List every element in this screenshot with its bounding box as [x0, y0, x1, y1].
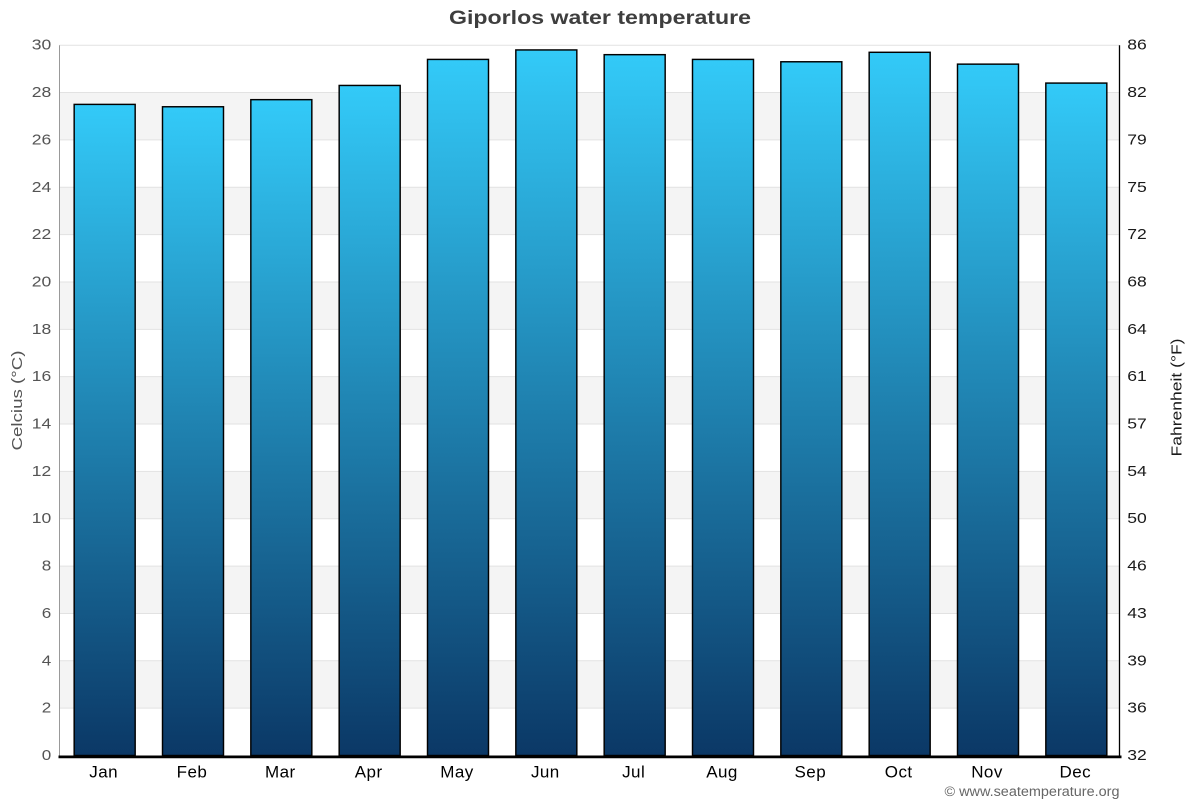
svg-text:36: 36 [1127, 700, 1147, 717]
svg-text:61: 61 [1127, 368, 1147, 385]
svg-text:0: 0 [42, 747, 52, 764]
svg-text:Jun: Jun [531, 762, 560, 781]
svg-text:Dec: Dec [1060, 762, 1092, 781]
svg-text:46: 46 [1127, 558, 1147, 575]
svg-text:Aug: Aug [706, 762, 738, 781]
svg-text:72: 72 [1127, 226, 1147, 243]
svg-text:14: 14 [32, 416, 52, 433]
svg-text:16: 16 [32, 368, 52, 385]
svg-text:Nov: Nov [971, 762, 1003, 781]
svg-text:Jul: Jul [622, 762, 645, 781]
svg-text:May: May [440, 762, 474, 781]
svg-text:24: 24 [32, 179, 52, 196]
svg-text:18: 18 [32, 321, 52, 338]
svg-text:82: 82 [1127, 84, 1147, 101]
svg-text:79: 79 [1127, 131, 1147, 148]
svg-text:Giporlos water temperature: Giporlos water temperature [449, 8, 751, 29]
svg-text:4: 4 [42, 652, 52, 669]
svg-text:28: 28 [32, 84, 52, 101]
svg-text:64: 64 [1127, 321, 1147, 338]
svg-text:2: 2 [42, 700, 52, 717]
svg-text:Jan: Jan [89, 762, 118, 781]
svg-text:32: 32 [1127, 747, 1147, 764]
svg-text:43: 43 [1127, 605, 1147, 622]
svg-text:75: 75 [1127, 179, 1147, 196]
svg-text:39: 39 [1127, 652, 1147, 669]
svg-text:© www.seatemperature.org: © www.seatemperature.org [945, 784, 1120, 799]
svg-text:Celcius (°C): Celcius (°C) [9, 350, 26, 450]
svg-text:20: 20 [32, 273, 52, 290]
svg-text:86: 86 [1127, 37, 1147, 54]
svg-text:Oct: Oct [885, 762, 913, 781]
svg-text:68: 68 [1127, 273, 1147, 290]
svg-text:26: 26 [32, 131, 52, 148]
svg-text:8: 8 [42, 558, 52, 575]
svg-text:22: 22 [32, 226, 52, 243]
svg-text:Fahrenheit (°F): Fahrenheit (°F) [1168, 338, 1185, 456]
svg-text:Sep: Sep [795, 762, 827, 781]
svg-text:10: 10 [32, 510, 52, 527]
svg-text:57: 57 [1127, 416, 1147, 433]
svg-text:Mar: Mar [265, 762, 296, 781]
svg-text:Feb: Feb [177, 762, 208, 781]
svg-text:30: 30 [32, 37, 52, 54]
svg-text:6: 6 [42, 605, 52, 622]
svg-text:54: 54 [1127, 463, 1147, 480]
svg-text:50: 50 [1127, 510, 1147, 527]
svg-text:Apr: Apr [355, 762, 383, 781]
svg-text:12: 12 [32, 463, 52, 480]
